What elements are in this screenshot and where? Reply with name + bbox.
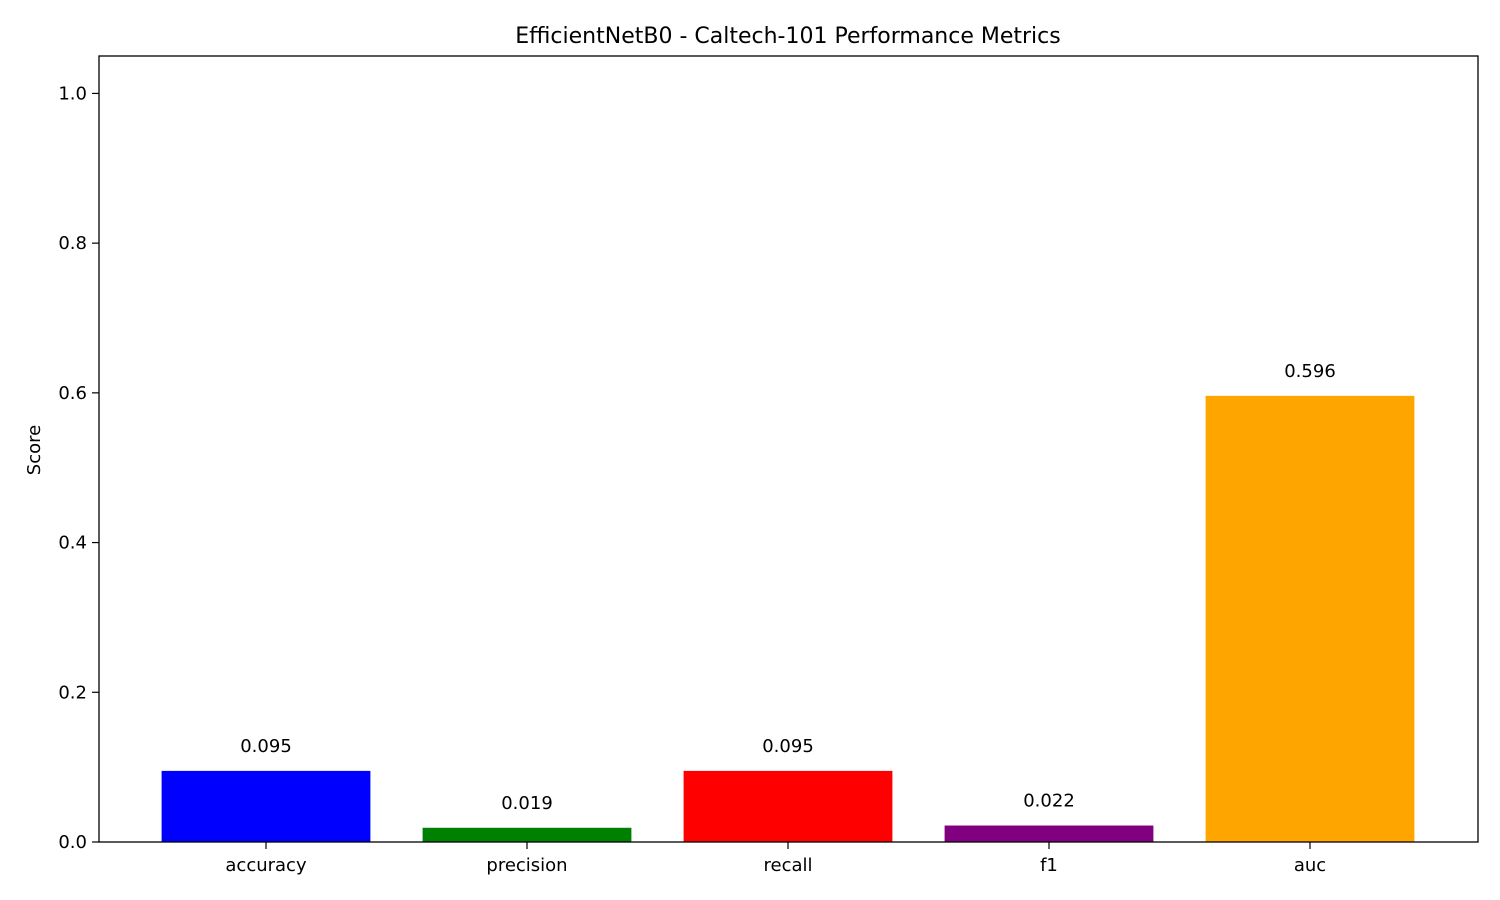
x-tick-label: f1 <box>1040 855 1058 876</box>
x-tick-label: precision <box>486 855 567 876</box>
y-tick-label: 0.8 <box>58 233 87 254</box>
y-axis-label: Score <box>24 425 45 475</box>
y-tick-label: 0.4 <box>58 533 87 554</box>
bar-accuracy <box>161 770 371 842</box>
bar-auc <box>1205 395 1415 842</box>
plot-area: 0.095 accuracy 0.019 precision 0.095 recall 0.… <box>58 55 1479 876</box>
bar-value-label: 0.596 <box>1284 361 1336 382</box>
x-tick-label: accuracy <box>225 855 307 876</box>
bar-precision <box>422 827 632 842</box>
bar-value-label: 0.019 <box>501 793 553 814</box>
bar-value-label: 0.022 <box>1023 791 1075 812</box>
y-tick-label: 0.0 <box>58 832 87 853</box>
bar-recall <box>683 770 893 842</box>
x-tick-label: recall <box>763 855 812 876</box>
chart-title: EfficientNetB0 - Caltech-101 Performance… <box>515 24 1060 49</box>
bar-f1 <box>944 825 1154 842</box>
bar-value-label: 0.095 <box>240 736 292 757</box>
plot-frame <box>98 55 1479 843</box>
y-tick-label: 0.2 <box>58 682 87 703</box>
bar-value-label: 0.095 <box>762 736 814 757</box>
y-tick-label: 1.0 <box>58 83 87 104</box>
y-tick-label: 0.6 <box>58 383 87 404</box>
x-tick-label: auc <box>1294 855 1326 876</box>
